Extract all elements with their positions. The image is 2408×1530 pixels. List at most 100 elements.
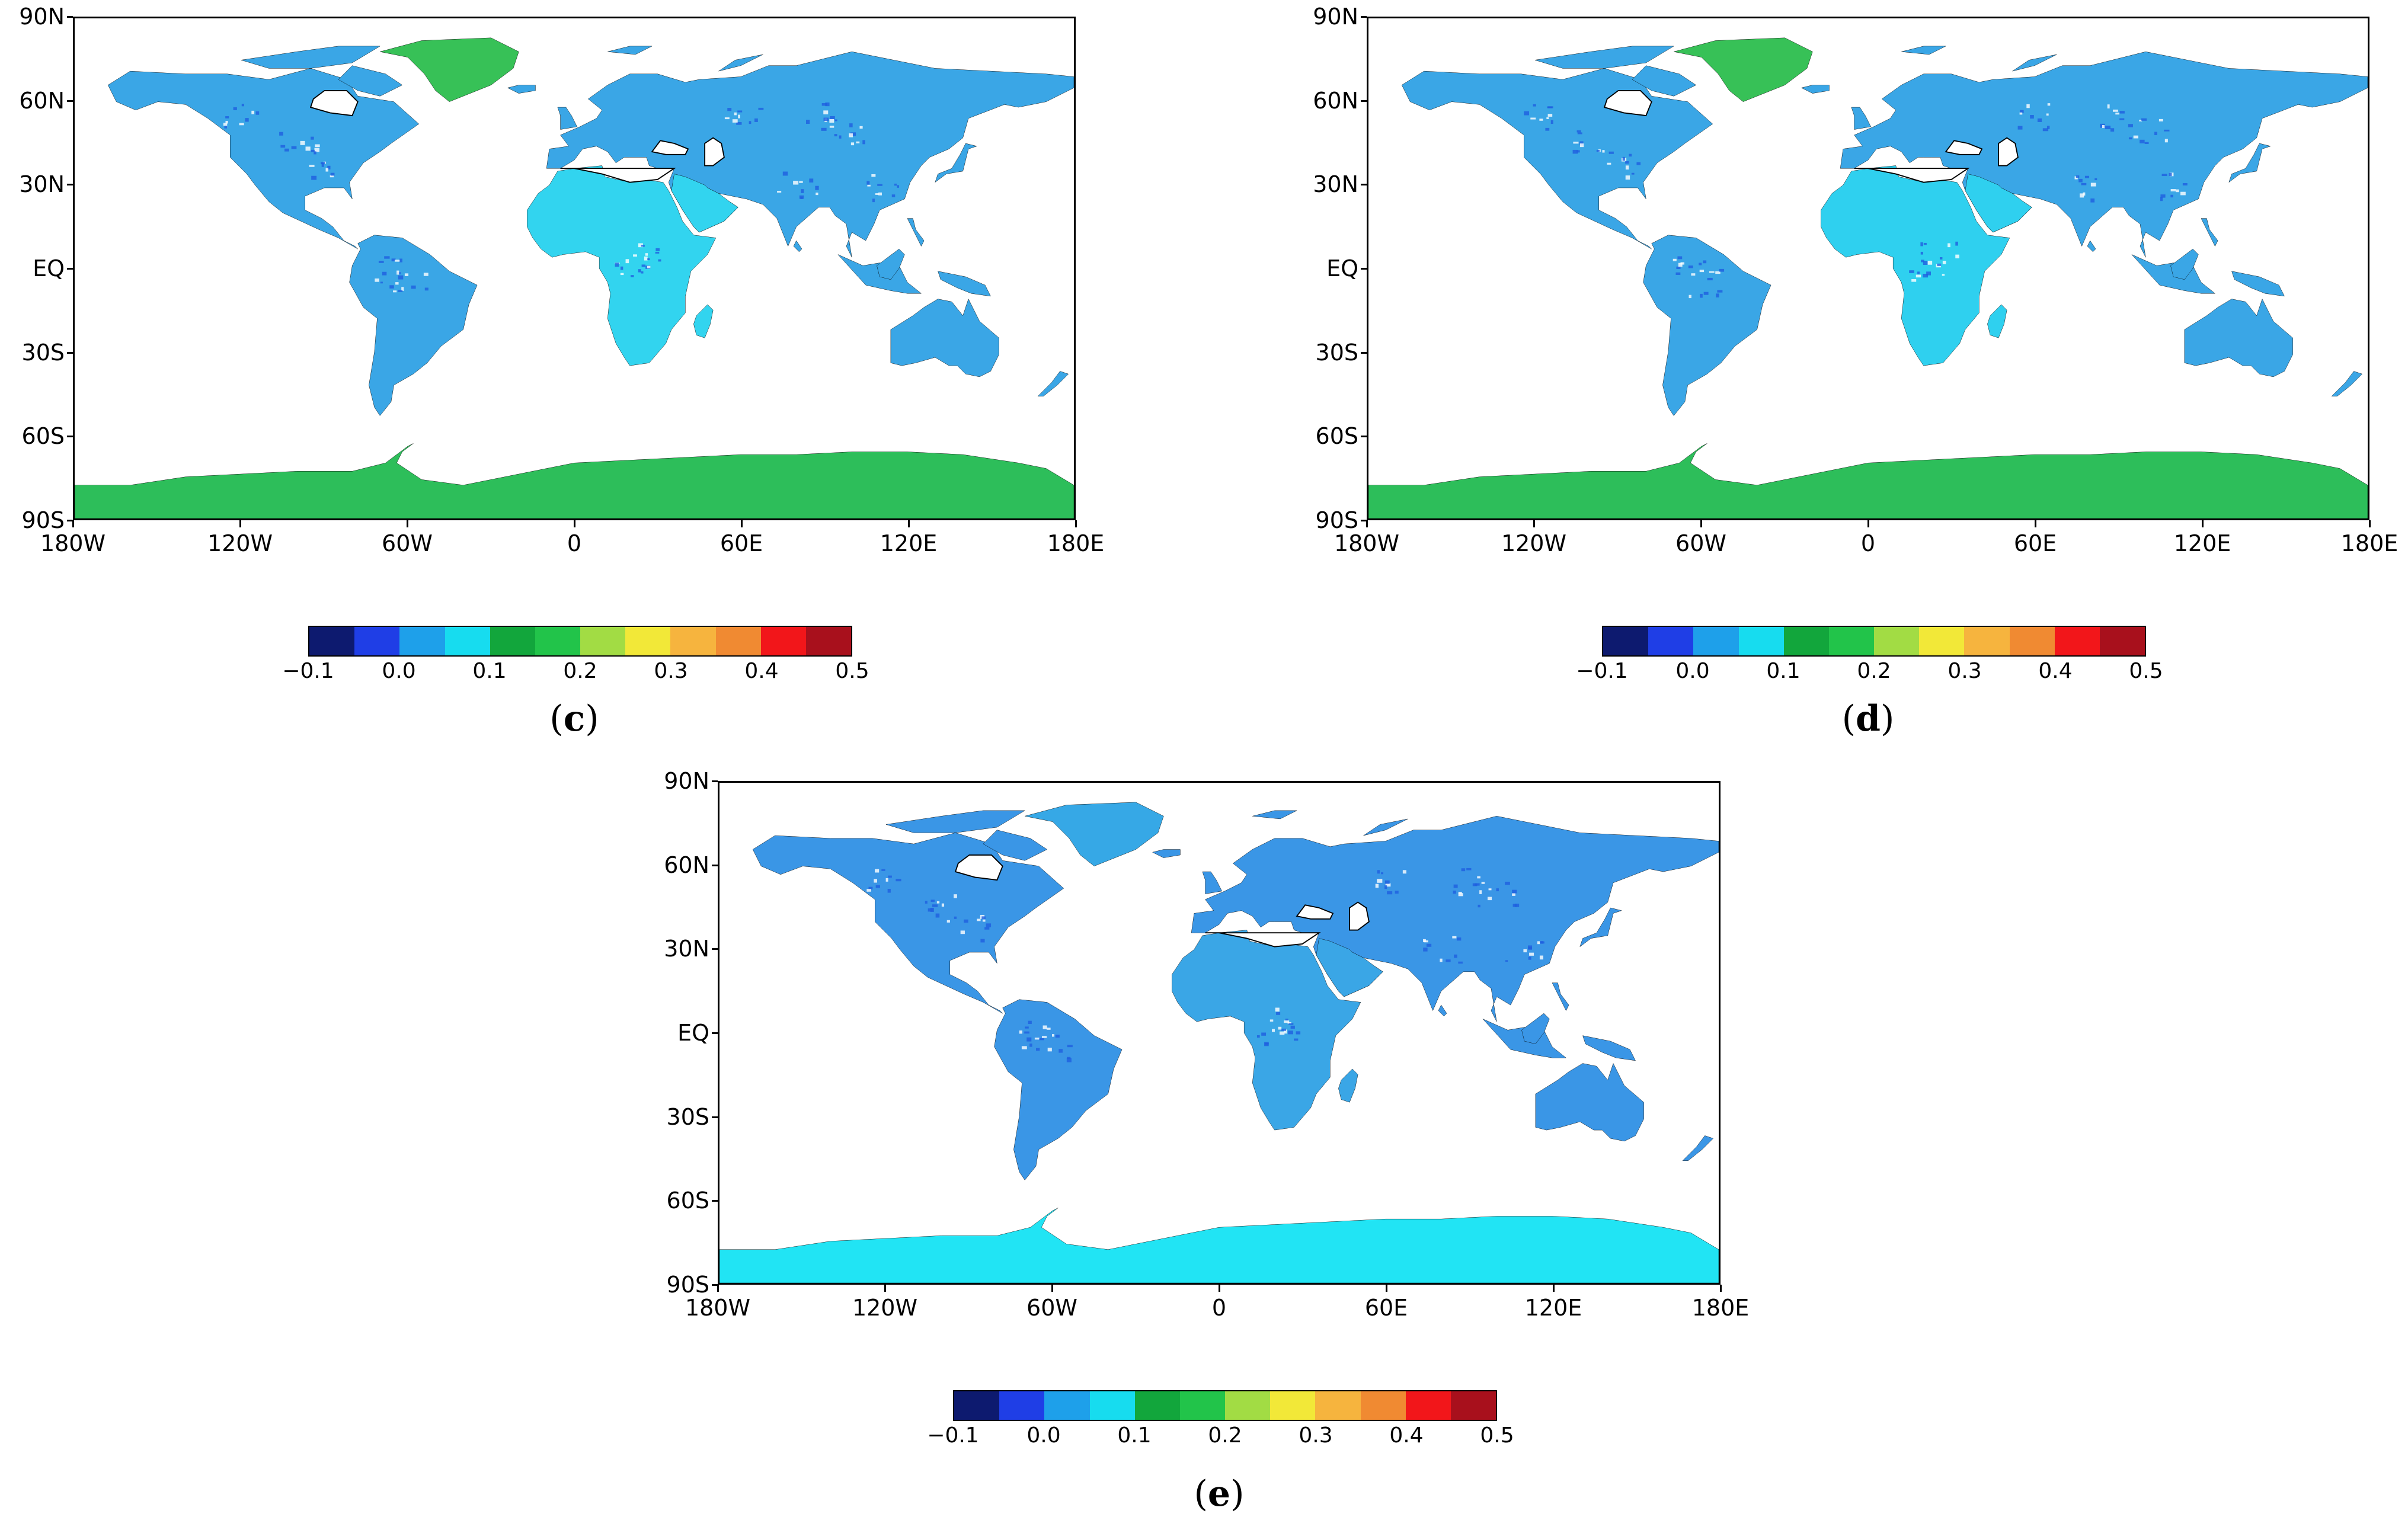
lat-tick-mark (712, 948, 718, 950)
lon-tick-label: 120W (852, 1295, 918, 1321)
texture-patch (1923, 274, 1929, 278)
texture-patch (330, 175, 334, 178)
texture-patch (1285, 1019, 1288, 1021)
texture-patch (1028, 1020, 1032, 1025)
texture-patch (1384, 885, 1387, 889)
colorbar-tick-label: 0.5 (2129, 659, 2163, 683)
lat-tick-label: 30N (1313, 171, 1358, 198)
texture-patch (727, 108, 732, 111)
black-sea-water (1296, 904, 1334, 920)
texture-patch (2102, 124, 2105, 129)
texture-patch (980, 939, 985, 943)
lat-tick-label: 60N (19, 87, 65, 114)
texture-patch (982, 919, 986, 922)
philippines-landmass (1552, 983, 1569, 1011)
lat-tick-mark (1361, 268, 1367, 270)
lat-tick-mark (712, 1116, 718, 1118)
texture-patch (799, 181, 803, 183)
texture-patch (224, 126, 227, 129)
lon-tick-mark (1700, 520, 1702, 527)
texture-patch (330, 172, 335, 176)
uk-landmass (558, 107, 577, 130)
lat-tick-mark (67, 268, 73, 270)
texture-patch (1915, 274, 1921, 278)
texture-patch (2119, 118, 2125, 120)
texture-patch (821, 127, 827, 131)
texture-patch (1423, 948, 1428, 952)
lat-tick-mark (1361, 184, 1367, 186)
lon-tick-mark (239, 520, 241, 527)
texture-patch (1691, 273, 1696, 276)
texture-patch (875, 885, 880, 888)
texture-patch (1261, 1032, 1267, 1036)
texture-patch (225, 116, 229, 119)
colorbar-swatch (2009, 627, 2055, 655)
texture-patch (1636, 162, 1641, 165)
lon-tick-mark (2202, 520, 2204, 527)
texture-patch (986, 923, 992, 927)
iceland-landmass (508, 85, 536, 94)
texture-patch (404, 273, 409, 276)
texture-patch (738, 114, 740, 119)
texture-patch (1456, 937, 1462, 941)
lon-tick-mark (1051, 1285, 1053, 1292)
texture-patch (2169, 172, 2172, 177)
lat-tick-mark (712, 1284, 718, 1286)
colorbar-tick-label: −0.1 (282, 659, 334, 683)
baffin-landmass (338, 66, 402, 97)
new-zembla-landmass (2013, 55, 2057, 71)
texture-patch (816, 193, 818, 196)
texture-patch (977, 918, 981, 921)
texture-patch (1066, 1058, 1072, 1062)
texture-patch (1676, 266, 1681, 270)
texture-patch (2170, 194, 2173, 198)
colorbar-tick-label: 0.3 (654, 659, 688, 683)
texture-patch (655, 248, 660, 251)
texture-patch (225, 120, 228, 124)
south-america-landmass (994, 1000, 1122, 1180)
texture-patch (1281, 1028, 1287, 1031)
texture-patch (856, 141, 860, 143)
texture-patch (2084, 175, 2090, 178)
texture-patch (1629, 153, 1632, 157)
texture-patch (1377, 870, 1380, 874)
texture-patch (1512, 889, 1517, 894)
texture-patch (754, 118, 758, 122)
texture-patch (1703, 260, 1707, 264)
texture-patch (2019, 112, 2023, 115)
colorbar-tick-label: 0.3 (1299, 1423, 1333, 1448)
panel-label: (e) (1194, 1473, 1245, 1515)
texture-patch (1042, 1025, 1047, 1029)
texture-patch (1402, 870, 1406, 874)
texture-patch (874, 879, 877, 883)
texture-patch (245, 118, 249, 122)
texture-patch (823, 110, 829, 115)
texture-patch (1530, 117, 1536, 120)
texture-patch (1385, 883, 1391, 887)
texture-patch (1955, 254, 1959, 258)
texture-patch (1424, 940, 1428, 943)
texture-patch (878, 192, 882, 196)
texture-patch (2037, 118, 2042, 122)
texture-patch (2105, 126, 2111, 129)
lat-tick-mark (67, 184, 73, 186)
texture-patch (1539, 119, 1543, 121)
texture-patch (1688, 265, 1693, 268)
svalbard-landmass (607, 46, 652, 55)
colorbar-swatch (954, 1391, 1000, 1420)
texture-patch (821, 103, 827, 106)
lon-tick-label: 180E (1047, 530, 1105, 556)
texture-patch (1422, 939, 1426, 942)
lat-tick-label: 90N (19, 4, 65, 30)
texture-patch (1377, 879, 1383, 883)
texture-patch (1920, 251, 1923, 255)
lat-tick-mark (67, 16, 73, 18)
texture-patch (1678, 263, 1683, 267)
texture-patch (2090, 198, 2095, 203)
lat-tick-mark (712, 864, 718, 866)
texture-patch (2081, 183, 2087, 185)
texture-patch (647, 265, 651, 268)
texture-patch (394, 260, 400, 262)
texture-patch (641, 271, 644, 274)
lon-tick-label: 180W (1333, 530, 1400, 556)
